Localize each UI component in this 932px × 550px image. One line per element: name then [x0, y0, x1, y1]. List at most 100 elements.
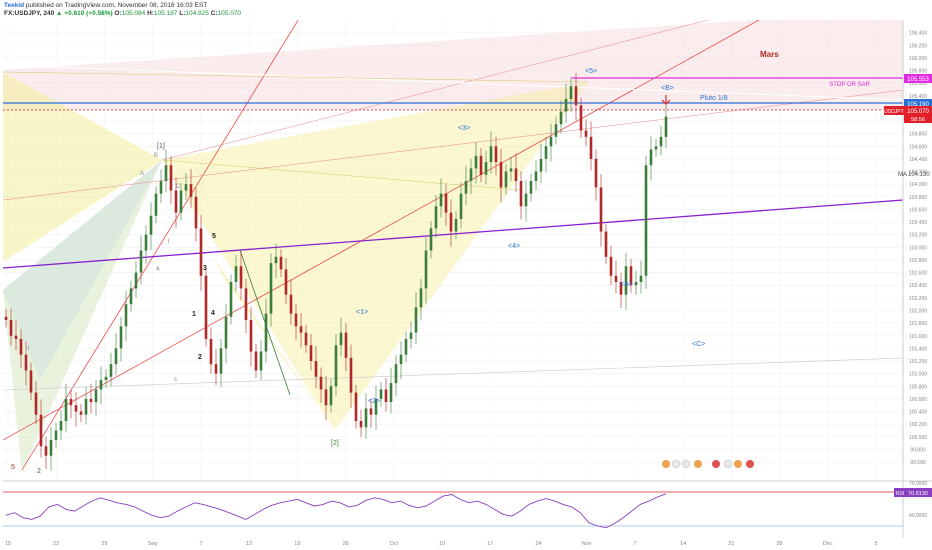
- candle-body: [209, 338, 213, 365]
- candle-body: [434, 206, 438, 229]
- price-tick-label: 105.600: [909, 81, 927, 87]
- rsi-name-badge: [894, 488, 906, 497]
- candle-body: [579, 105, 583, 131]
- candle-body: [309, 345, 313, 362]
- flag-icon[interactable]: [723, 459, 733, 469]
- change-label: ▲ +0.610 (+0.58%): [56, 10, 113, 17]
- green-triangle-2: [3, 160, 162, 380]
- candle-body: [419, 288, 423, 308]
- price-tick-label: 105.400: [909, 94, 927, 100]
- ohlc-low-key: L:: [179, 10, 186, 17]
- candle-body: [259, 351, 263, 371]
- price-tick-label: 100.800: [909, 384, 927, 390]
- label-B-small: B: [154, 153, 158, 159]
- price-tick-label: 103.200: [909, 233, 927, 239]
- price-tick-label: 106.000: [909, 56, 927, 62]
- candle-body: [39, 414, 43, 447]
- candle-body: [499, 162, 503, 188]
- time-tick-label: 7: [199, 541, 202, 547]
- candle-body: [639, 275, 643, 283]
- price-tick-label: 104.800: [909, 132, 927, 138]
- candle-body: [504, 171, 508, 188]
- candle-body: [544, 146, 548, 159]
- candle-body: [44, 446, 48, 456]
- price-axis[interactable]: 99.600 99.800 100.000 100.200 100.400 100.600…: [909, 31, 927, 466]
- candle-body: [54, 430, 58, 440]
- ohlc-open: 105.084: [121, 10, 146, 17]
- price-tick-label: 104.200: [909, 170, 927, 176]
- candle-body: [559, 111, 563, 125]
- wave-2-low: 2: [37, 468, 41, 475]
- wave-5-minor: 5: [212, 233, 216, 240]
- wave-3-major: <3>: [458, 125, 470, 132]
- candle-body: [414, 307, 418, 333]
- wave-5-major: <5>: [585, 68, 597, 75]
- candle-body: [584, 130, 588, 137]
- candle-body: [604, 231, 608, 257]
- price-tick-label: 102.800: [909, 258, 927, 264]
- candle-body: [609, 256, 613, 276]
- price-badge: [904, 106, 932, 123]
- flag-icon[interactable]: [734, 460, 742, 468]
- symbol-label: FX:USDJPY, 240: [4, 10, 55, 17]
- time-tick-label: 10: [439, 541, 445, 547]
- candle-body: [589, 136, 593, 159]
- flag-icon[interactable]: [662, 460, 670, 468]
- candle-body: [134, 272, 138, 289]
- time-tick-label: Oct: [389, 541, 398, 547]
- ma-value: 104.130: [908, 172, 930, 178]
- candle-body: [14, 335, 18, 339]
- flag-icon[interactable]: [712, 460, 720, 468]
- price-tick-label: 102.600: [909, 271, 927, 277]
- stop-badge: [904, 74, 932, 83]
- rsi-badge: [905, 488, 932, 497]
- candle-body: [19, 338, 23, 355]
- price-tick-label: 99.800: [910, 447, 926, 453]
- price-tick-label: 104.400: [909, 157, 927, 163]
- event-icons: [662, 459, 754, 469]
- grid: [3, 20, 903, 481]
- price-tick-label: 101.800: [909, 321, 927, 327]
- usdjpy-name: USDJPY: [884, 109, 904, 115]
- red-steep-line: [21, 20, 299, 471]
- yellow-bisector: [3, 71, 589, 83]
- candle-body: [594, 158, 598, 188]
- author-link[interactable]: Teekid: [4, 2, 25, 9]
- candle-body: [394, 364, 398, 384]
- candle-body: [449, 212, 453, 232]
- candle-body: [89, 398, 93, 403]
- candle-body: [329, 386, 333, 406]
- time-tick-label: 17: [487, 541, 493, 547]
- candle-body: [634, 282, 638, 286]
- price-tick-label: 103.400: [909, 220, 927, 226]
- label-pluto: Pluto 1/8: [700, 95, 728, 102]
- candle-body: [239, 266, 243, 289]
- candle-body: [519, 181, 523, 207]
- price-tick-label: 102.400: [909, 283, 927, 289]
- flag-icon[interactable]: [681, 459, 691, 469]
- flag-icon[interactable]: [746, 460, 754, 468]
- candle-body: [74, 405, 78, 412]
- price-tick-label: 101.400: [909, 346, 927, 352]
- flag-icon[interactable]: [671, 459, 681, 469]
- candle-body: [489, 146, 493, 163]
- price-tick-label: 100.200: [909, 422, 927, 428]
- candle-body: [569, 86, 573, 99]
- wave-4-minor: 4: [211, 310, 215, 317]
- candle-body: [344, 332, 348, 358]
- rsi-tick-40: 40.0000: [909, 513, 927, 519]
- red-mid-line: [3, 89, 903, 201]
- price-tick-label: 99.600: [910, 460, 926, 466]
- candle-body: [289, 294, 293, 314]
- time-tick-label: Nov: [582, 541, 592, 547]
- time-axis[interactable]: 15 22 29 Sep 7 12 19 26 Oct 10 17 24 Nov 7 14 21 28 Dec 5: [5, 541, 878, 547]
- green-triangle: [3, 160, 162, 472]
- candle-body: [194, 196, 198, 229]
- candle-body: [514, 168, 518, 182]
- flag-icon[interactable]: [694, 460, 702, 468]
- candle-body: [549, 136, 553, 147]
- candle-body: [59, 421, 63, 431]
- time-tick-label: Sep: [148, 541, 158, 547]
- wave-1-minor: 1: [192, 311, 196, 318]
